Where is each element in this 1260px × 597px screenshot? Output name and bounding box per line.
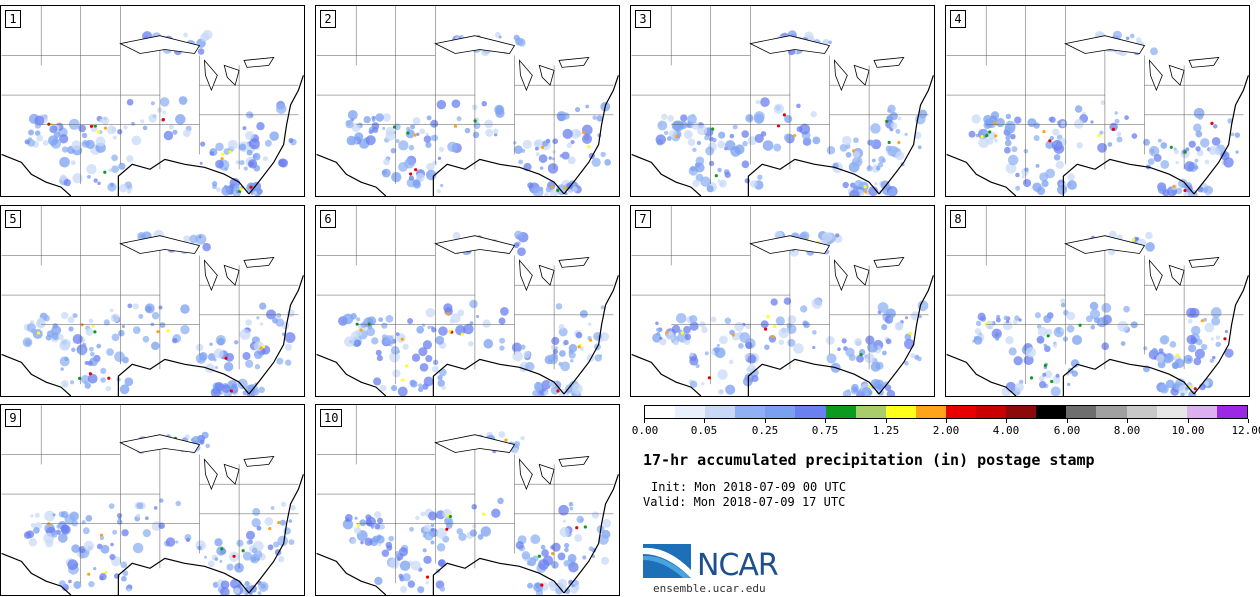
- colorbar-tick: [1248, 419, 1249, 423]
- colorbar-tick-label: 1.25: [872, 424, 900, 437]
- colorbar-bin: [675, 406, 706, 418]
- precip-map: [1, 206, 304, 396]
- colorbar-bin: [1066, 406, 1097, 418]
- member-number-label: 8: [950, 210, 966, 228]
- ensemble-member-panel-10: 10: [315, 404, 620, 596]
- colorbar-bin: [1126, 406, 1157, 418]
- member-number-label: 6: [320, 210, 336, 228]
- colorbar-tick: [1006, 419, 1007, 423]
- colorbar-bin: [885, 406, 916, 418]
- ensemble-member-panel-5: 5: [0, 205, 305, 397]
- ensemble-member-panel-9: 9: [0, 404, 305, 596]
- colorbar-tick-label: 4.00: [992, 424, 1020, 437]
- ensemble-member-panel-1: 1: [0, 5, 305, 197]
- member-number-label: 1: [5, 10, 21, 28]
- colorbar-tick-label: 6.00: [1053, 424, 1081, 437]
- ensemble-member-panel-4: 4: [945, 5, 1250, 197]
- colorbar-bin: [645, 406, 676, 418]
- colorbar-tick-label: 0.25: [751, 424, 779, 437]
- colorbar-tick: [704, 419, 705, 423]
- ncar-logo: [643, 544, 691, 578]
- precip-map: [631, 6, 934, 196]
- colorbar-tick: [1127, 419, 1128, 423]
- member-number-label: 4: [950, 10, 966, 28]
- precip-map: [631, 206, 934, 396]
- colorbar-tick-label: 10.00: [1171, 424, 1205, 437]
- colorbar-bin: [1216, 406, 1247, 418]
- init-time: Init: Mon 2018-07-09 00 UTC: [651, 480, 847, 494]
- precip-map: [1, 6, 304, 196]
- ncar-logo-text: NCAR: [697, 548, 779, 583]
- colorbar-tick-label: 12.00: [1231, 424, 1260, 437]
- colorbar-tick: [1067, 419, 1068, 423]
- member-number-label: 2: [320, 10, 336, 28]
- member-number-label: 10: [320, 409, 343, 427]
- colorbar-bin: [976, 406, 1007, 418]
- colorbar-bin: [945, 406, 977, 418]
- colorbar-bin: [1156, 406, 1187, 418]
- colorbar-tick: [886, 419, 887, 423]
- colorbar-bin: [1186, 406, 1217, 418]
- member-number-label: 9: [5, 409, 21, 427]
- precip-map: [316, 405, 619, 595]
- ensemble-member-panel-3: 3: [630, 5, 935, 197]
- precip-colorbar: [644, 405, 1248, 419]
- precip-map: [946, 6, 1249, 196]
- colorbar-tick: [765, 419, 766, 423]
- precip-map: [316, 6, 619, 196]
- colorbar-tick: [825, 419, 826, 423]
- precip-map: [1, 405, 304, 595]
- colorbar-bin: [795, 406, 826, 418]
- ensemble-member-panel-8: 8: [945, 205, 1250, 397]
- colorbar-bin: [705, 406, 736, 418]
- colorbar-bin: [855, 406, 886, 418]
- precip-map: [316, 206, 619, 396]
- colorbar-bin: [915, 406, 946, 418]
- colorbar-tick-label: 0.75: [811, 424, 839, 437]
- colorbar-bin: [825, 406, 856, 418]
- colorbar-tick: [946, 419, 947, 423]
- precip-map: [946, 206, 1249, 396]
- ncar-url: ensemble.ucar.edu: [653, 582, 766, 595]
- colorbar-bin: [1096, 406, 1127, 418]
- valid-time: Valid: Mon 2018-07-09 17 UTC: [643, 495, 846, 509]
- member-number-label: 5: [5, 210, 21, 228]
- member-number-label: 7: [635, 210, 651, 228]
- member-number-label: 3: [635, 10, 651, 28]
- colorbar-tick: [644, 419, 645, 423]
- chart-title: 17-hr accumulated precipitation (in) pos…: [643, 451, 1095, 469]
- colorbar-bin: [735, 406, 766, 418]
- colorbar-bin: [1006, 406, 1037, 418]
- colorbar-tick-label: 0.05: [690, 424, 718, 437]
- colorbar-tick: [1188, 419, 1189, 423]
- colorbar-bin: [765, 406, 796, 418]
- colorbar-tick-label: 8.00: [1113, 424, 1141, 437]
- colorbar-bin: [1036, 406, 1067, 418]
- ensemble-member-panel-7: 7: [630, 205, 935, 397]
- colorbar-tick-label: 0.00: [631, 424, 659, 437]
- colorbar-tick-label: 2.00: [932, 424, 960, 437]
- colorbar-ticks: 0.00 0.05 0.25 0.75 1.25 2.00 4.00 6.00 8.00 10.0…: [632, 419, 1260, 437]
- ensemble-member-panel-2: 2: [315, 5, 620, 197]
- ensemble-member-panel-6: 6: [315, 205, 620, 397]
